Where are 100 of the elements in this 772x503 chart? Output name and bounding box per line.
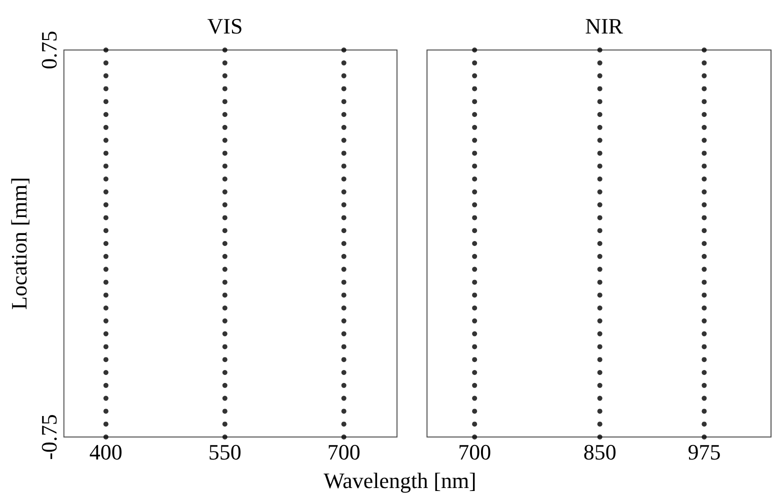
point [103, 215, 108, 220]
point [341, 292, 346, 298]
point [222, 202, 228, 208]
point [702, 164, 707, 169]
point [222, 86, 228, 92]
point [103, 73, 108, 78]
point [597, 99, 602, 104]
point [472, 382, 478, 388]
point [222, 60, 228, 66]
point [597, 280, 602, 285]
point [472, 48, 478, 52]
point [341, 434, 346, 440]
point [702, 292, 707, 298]
point [472, 318, 478, 324]
point [341, 331, 346, 336]
point [702, 86, 707, 92]
point [597, 124, 602, 130]
point [103, 370, 108, 375]
point [222, 254, 228, 259]
point [472, 124, 478, 130]
point [103, 176, 108, 182]
point [103, 422, 108, 427]
point [103, 344, 108, 350]
point [702, 254, 707, 259]
point [341, 254, 346, 259]
point [702, 344, 707, 350]
point [472, 396, 478, 401]
point [472, 254, 478, 259]
point [702, 357, 707, 362]
point [702, 124, 707, 130]
point [341, 228, 346, 234]
point [702, 189, 707, 194]
point [103, 292, 108, 298]
point [341, 266, 346, 272]
point [103, 306, 108, 310]
point [597, 331, 602, 336]
point [341, 215, 346, 220]
point [597, 86, 602, 92]
point [341, 73, 346, 78]
point [103, 396, 108, 401]
point [341, 99, 346, 104]
point [341, 202, 346, 208]
point [103, 241, 108, 246]
point [702, 176, 707, 182]
point [222, 306, 228, 310]
point [103, 318, 108, 324]
point [103, 60, 108, 66]
point [341, 138, 346, 143]
point [597, 344, 602, 350]
x-tick-label: 850 [583, 440, 616, 464]
point [222, 408, 228, 414]
point [103, 150, 108, 156]
point [222, 382, 228, 388]
point [222, 434, 228, 440]
point [702, 138, 707, 143]
point [222, 228, 228, 234]
point [597, 266, 602, 272]
point [702, 422, 707, 427]
point [341, 357, 346, 362]
chart-title: NIR [585, 14, 624, 38]
point [597, 138, 602, 143]
point [597, 357, 602, 362]
point [702, 60, 707, 66]
point [597, 60, 602, 66]
point [341, 318, 346, 324]
point [597, 292, 602, 298]
x-tick-label: 550 [208, 440, 242, 464]
point [472, 189, 478, 194]
point [341, 396, 346, 401]
point [597, 396, 602, 401]
point [702, 382, 707, 388]
point [341, 280, 346, 285]
point [103, 138, 108, 143]
point [103, 112, 108, 117]
point [341, 60, 346, 66]
point [597, 434, 602, 440]
point [222, 138, 228, 143]
point [472, 344, 478, 350]
y-tick-label: -0.75 [36, 414, 62, 460]
point [222, 73, 228, 78]
point [222, 150, 228, 156]
point [222, 422, 228, 427]
y-axis-title: Location [mm] [6, 177, 32, 310]
point [472, 306, 478, 310]
point [222, 189, 228, 194]
x-tick-label: 400 [89, 440, 122, 464]
point [597, 150, 602, 156]
point [597, 202, 602, 208]
point [341, 306, 346, 310]
point [702, 396, 707, 401]
point [702, 73, 707, 78]
point [341, 164, 346, 169]
point [472, 112, 478, 117]
point [597, 176, 602, 182]
point [597, 215, 602, 220]
point [103, 99, 108, 104]
point [597, 48, 602, 52]
point [597, 112, 602, 117]
point [472, 202, 478, 208]
point [472, 60, 478, 66]
